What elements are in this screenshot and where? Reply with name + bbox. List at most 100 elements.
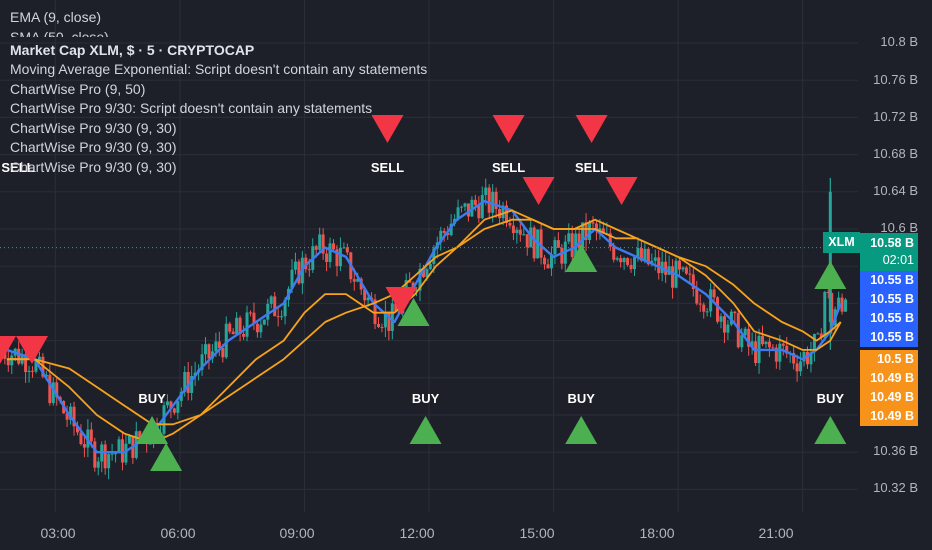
candle-body	[792, 353, 796, 364]
candle-body	[238, 317, 242, 334]
candle-body	[221, 348, 225, 358]
candle-body	[235, 317, 239, 335]
candle-body	[657, 257, 661, 274]
candle-body	[702, 304, 706, 312]
candle-body	[48, 374, 52, 404]
candle-body	[567, 233, 571, 242]
candle-body	[591, 222, 595, 224]
bar-countdown: 02:01	[882, 253, 914, 267]
candle-body	[352, 279, 356, 282]
candle-body	[231, 331, 235, 335]
candle-body	[200, 354, 204, 370]
x-tick-label: 09:00	[279, 525, 315, 541]
candle-body	[10, 355, 14, 366]
candle-body	[394, 303, 398, 312]
candle-body	[802, 351, 806, 362]
sell-signal-label: SELL	[575, 160, 608, 175]
candle-body	[172, 408, 176, 413]
candle-body	[691, 274, 695, 289]
candle-body	[473, 199, 477, 205]
candle-body	[532, 227, 536, 259]
candle-body	[82, 444, 86, 448]
candle-body	[342, 247, 346, 249]
candle-body	[809, 352, 813, 365]
ema-price-badge: 10.55 B	[860, 309, 918, 328]
candle-body	[487, 187, 491, 213]
candle-body	[522, 234, 526, 236]
candle-body	[72, 406, 76, 427]
candle-body	[318, 234, 322, 250]
candle-body	[546, 264, 550, 269]
candle-body	[581, 222, 585, 249]
candle-body	[463, 203, 467, 207]
candle-body	[224, 323, 228, 358]
symbol-flag: XLM	[823, 232, 860, 253]
candle-body	[774, 347, 778, 362]
candle-body	[255, 323, 259, 333]
candle-body	[653, 257, 657, 261]
candle-body	[269, 296, 273, 304]
candle-body	[626, 258, 630, 265]
y-tick-label: 10.6 B	[880, 220, 918, 235]
buy-signal-label: BUY	[412, 391, 440, 406]
buy-signal-marker	[397, 298, 430, 326]
candle-body	[664, 261, 668, 275]
candle-body	[619, 258, 623, 263]
candle-body	[764, 341, 768, 345]
x-tick-label: 06:00	[160, 525, 196, 541]
y-tick-label: 10.64 B	[873, 183, 918, 198]
sell-signal-marker	[605, 177, 638, 205]
candle-body	[6, 358, 10, 366]
candle-body	[245, 312, 249, 337]
candle-body	[560, 247, 564, 264]
candle-body	[442, 230, 446, 233]
candle-body	[747, 328, 751, 347]
candle-body	[363, 289, 367, 301]
x-tick-label: 18:00	[639, 525, 675, 541]
candle-body	[608, 233, 612, 247]
candle-body	[51, 382, 55, 404]
candle-body	[262, 319, 266, 325]
candle-body	[183, 372, 187, 392]
candle-body	[110, 453, 114, 455]
candle-body	[307, 269, 311, 271]
candle-body	[242, 333, 246, 337]
candle-body	[837, 297, 841, 310]
buy-signal-marker	[409, 416, 442, 444]
candle-body	[553, 240, 557, 255]
candle-body	[712, 289, 716, 298]
ema-price-badge: 10.55 B	[860, 290, 918, 309]
candle-body	[646, 248, 650, 265]
candle-body	[297, 261, 301, 284]
y-tick-label: 10.8 B	[880, 34, 918, 49]
candle-body	[754, 341, 758, 363]
candle-body	[79, 432, 83, 445]
candle-body	[55, 382, 59, 398]
candle-body	[639, 247, 643, 261]
candle-body	[259, 324, 263, 333]
candle-body	[539, 229, 543, 258]
current-price-value: 10.58 B	[870, 236, 914, 250]
candle-body	[515, 229, 519, 234]
candle-body	[44, 374, 48, 377]
candle-body	[629, 264, 633, 270]
candle-body	[266, 303, 270, 320]
candle-body	[17, 348, 21, 364]
candle-body	[636, 247, 640, 258]
candle-body	[325, 253, 329, 263]
buy-signal-marker	[150, 443, 183, 471]
candle-body	[480, 195, 484, 219]
sell-signal-marker	[16, 336, 48, 364]
candle-body	[511, 225, 515, 234]
candle-body	[169, 401, 173, 409]
buy-signal-marker	[814, 416, 847, 444]
candle-body	[186, 372, 190, 393]
x-tick-label: 12:00	[399, 525, 435, 541]
buy-signal-marker	[814, 261, 847, 289]
candle-body	[390, 303, 394, 331]
sell-signal-marker	[0, 336, 16, 364]
candle-body	[643, 248, 647, 261]
candle-body	[844, 299, 848, 312]
